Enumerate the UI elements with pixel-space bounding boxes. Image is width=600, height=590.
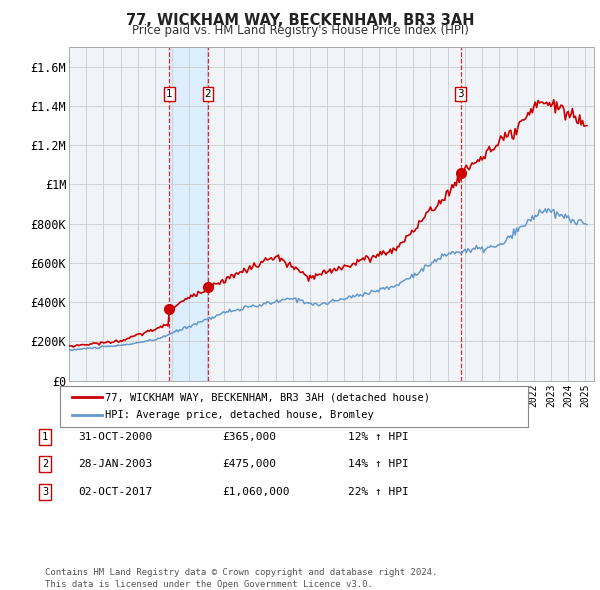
Text: 12% ↑ HPI: 12% ↑ HPI: [348, 432, 409, 441]
Text: 77, WICKHAM WAY, BECKENHAM, BR3 3AH: 77, WICKHAM WAY, BECKENHAM, BR3 3AH: [126, 13, 474, 28]
Text: 77, WICKHAM WAY, BECKENHAM, BR3 3AH (detached house): 77, WICKHAM WAY, BECKENHAM, BR3 3AH (det…: [105, 392, 430, 402]
Text: 14% ↑ HPI: 14% ↑ HPI: [348, 460, 409, 469]
Text: 3: 3: [42, 487, 48, 497]
Text: HPI: Average price, detached house, Bromley: HPI: Average price, detached house, Brom…: [105, 410, 374, 419]
Text: £1,060,000: £1,060,000: [222, 487, 290, 497]
Text: 1: 1: [42, 432, 48, 441]
Text: 2: 2: [42, 460, 48, 469]
Text: 28-JAN-2003: 28-JAN-2003: [78, 460, 152, 469]
Text: 2: 2: [205, 89, 211, 99]
Text: 22% ↑ HPI: 22% ↑ HPI: [348, 487, 409, 497]
Text: Contains HM Land Registry data © Crown copyright and database right 2024.: Contains HM Land Registry data © Crown c…: [45, 568, 437, 577]
Text: 02-OCT-2017: 02-OCT-2017: [78, 487, 152, 497]
Bar: [169, 47, 208, 381]
Text: £365,000: £365,000: [222, 432, 276, 441]
Text: 3: 3: [457, 89, 464, 99]
Text: £475,000: £475,000: [222, 460, 276, 469]
Text: 1: 1: [166, 89, 173, 99]
Text: This data is licensed under the Open Government Licence v3.0.: This data is licensed under the Open Gov…: [45, 579, 373, 589]
Text: 31-OCT-2000: 31-OCT-2000: [78, 432, 152, 441]
Text: Price paid vs. HM Land Registry's House Price Index (HPI): Price paid vs. HM Land Registry's House …: [131, 24, 469, 37]
